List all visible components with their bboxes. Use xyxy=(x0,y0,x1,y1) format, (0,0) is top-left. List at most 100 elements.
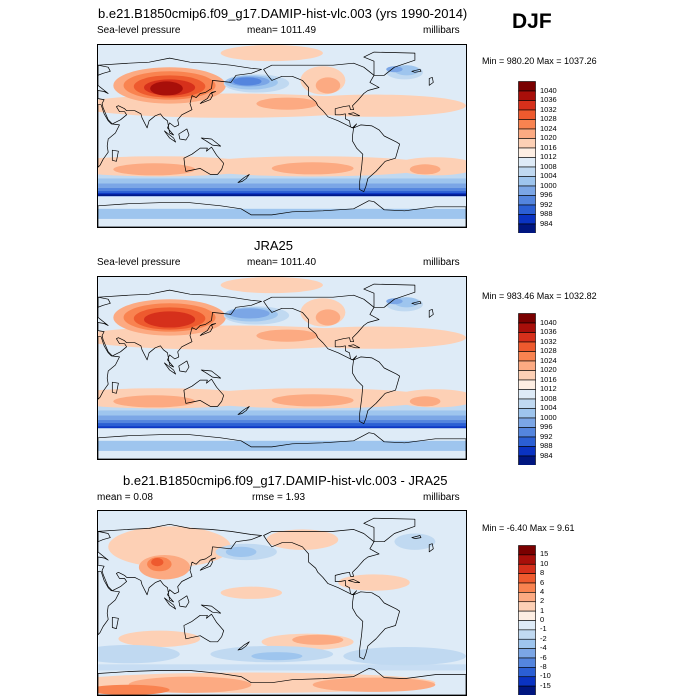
colorbar-box xyxy=(518,648,536,659)
colorbar-tick-label: 1024 xyxy=(540,355,557,365)
map-diff xyxy=(97,510,467,696)
coastline xyxy=(352,124,400,192)
pressure-contour-region xyxy=(154,315,179,326)
colorbar-tick-label: 10 xyxy=(540,558,549,568)
colorbar-box xyxy=(518,417,536,428)
colorbar-tick-label: 988 xyxy=(540,441,553,450)
pressure-contour-region xyxy=(113,395,196,408)
pressure-contour-region xyxy=(138,125,262,147)
panel-mean-label: mean= 1011.40 xyxy=(247,257,317,268)
pressure-contour-region xyxy=(190,374,252,387)
colorbar-box xyxy=(518,351,536,362)
coastline xyxy=(199,91,216,104)
colorbar-tick-label: 6 xyxy=(540,577,545,587)
coastline xyxy=(111,616,119,629)
coastline xyxy=(411,300,422,305)
colorbar-box xyxy=(518,185,536,196)
coastline xyxy=(199,557,216,571)
colorbar-tick-label: 996 xyxy=(540,190,553,199)
pressure-band xyxy=(98,426,466,428)
colorbar-box xyxy=(518,610,536,621)
coastline xyxy=(200,369,222,379)
pressure-contour-region xyxy=(138,357,262,379)
coastline xyxy=(98,296,111,308)
colorbar-tick-label: 1000 xyxy=(540,180,557,190)
colorbar-tick-label: 1020 xyxy=(540,365,557,374)
panel-units-label: millibars xyxy=(423,25,460,36)
panel-minmax-label: Min = 980.20 Max = 1037.26 xyxy=(482,56,597,66)
panel-units-label: millibars xyxy=(423,257,460,268)
colorbar-tick-label: 1024 xyxy=(540,123,557,133)
colorbar-box xyxy=(518,582,536,593)
coastline xyxy=(348,579,361,583)
panel-title-diff: b.e21.B1850cmip6.f09_g17.DAMIP-hist-vlc.… xyxy=(123,473,448,488)
coastline xyxy=(98,531,111,543)
colorbar-box xyxy=(518,592,536,603)
difference-contour-region xyxy=(225,546,257,557)
pressure-contour-region xyxy=(113,163,196,176)
colorbar-box xyxy=(518,313,536,324)
coastline xyxy=(183,613,225,643)
colorbar-box xyxy=(518,389,536,400)
coastline xyxy=(237,174,250,183)
colorbar-diff: 15 10 8 6 4 2 1 0 -1 -2 -4 -6 -8 -10 -15 xyxy=(518,545,578,696)
coastline xyxy=(363,517,416,543)
difference-contour-region xyxy=(220,586,282,599)
coastline xyxy=(178,360,190,373)
coastline xyxy=(348,112,361,117)
colorbar-box xyxy=(518,157,536,168)
pressure-contour-region xyxy=(190,142,252,155)
colorbar-box xyxy=(518,545,536,556)
pressure-contour-region xyxy=(232,309,262,318)
panel-minmax-label: Min = 983.46 Max = 1032.82 xyxy=(482,291,597,301)
coastline xyxy=(178,595,190,608)
coastline xyxy=(164,597,177,610)
coastline xyxy=(183,378,225,407)
colorbar-tick-label: 1008 xyxy=(540,393,557,403)
colorbar-tick-label: 1008 xyxy=(540,161,557,171)
colorbar-box xyxy=(518,147,536,158)
colorbar-box xyxy=(518,685,536,696)
colorbar-tick-label: 1028 xyxy=(540,346,557,355)
coastline xyxy=(200,137,222,147)
pressure-band xyxy=(98,450,466,459)
colorbar-box xyxy=(518,436,536,447)
colorbar-box xyxy=(518,446,536,457)
coastline xyxy=(178,128,190,141)
colorbar-tick-label: 1036 xyxy=(540,327,557,336)
map-model-plot xyxy=(98,45,466,227)
map-diff-plot xyxy=(98,511,466,695)
pressure-contour-region xyxy=(282,94,466,117)
coastline xyxy=(428,543,434,553)
colorbar-tick-label: 0 xyxy=(540,615,545,624)
coastline xyxy=(263,529,380,596)
colorbar-box xyxy=(518,360,536,371)
colorbar-tick-label: 1032 xyxy=(540,336,557,346)
panel-variable-label: Sea-level pressure xyxy=(97,25,181,36)
colorbar-box xyxy=(518,322,536,333)
difference-band xyxy=(98,664,466,671)
colorbar-tick-label: 984 xyxy=(540,218,553,228)
colorbar-tick-label: 988 xyxy=(540,209,553,218)
pressure-contour-region xyxy=(256,329,318,342)
pressure-contour-region xyxy=(150,81,183,96)
colorbar-box xyxy=(518,214,536,225)
colorbar-tick-label: -4 xyxy=(540,643,547,653)
coastline xyxy=(111,149,119,162)
coastline xyxy=(98,570,120,636)
panel-minmax-label: Min = -6.40 Max = 9.61 xyxy=(482,523,575,533)
coastline xyxy=(98,104,120,168)
pressure-contour-region xyxy=(315,77,341,94)
coastline xyxy=(98,200,466,227)
coastline xyxy=(98,289,262,368)
colorbar-box xyxy=(518,332,536,343)
coastline xyxy=(98,523,262,603)
coastline xyxy=(98,57,262,136)
colorbar-tick-label: 4 xyxy=(540,586,545,596)
difference-contour-region xyxy=(343,646,466,666)
colorbar-box xyxy=(518,667,536,678)
difference-contour-region xyxy=(338,574,410,591)
colorbar-box xyxy=(518,176,536,187)
colorbar-box xyxy=(518,195,536,206)
pressure-contour-region xyxy=(343,364,405,382)
